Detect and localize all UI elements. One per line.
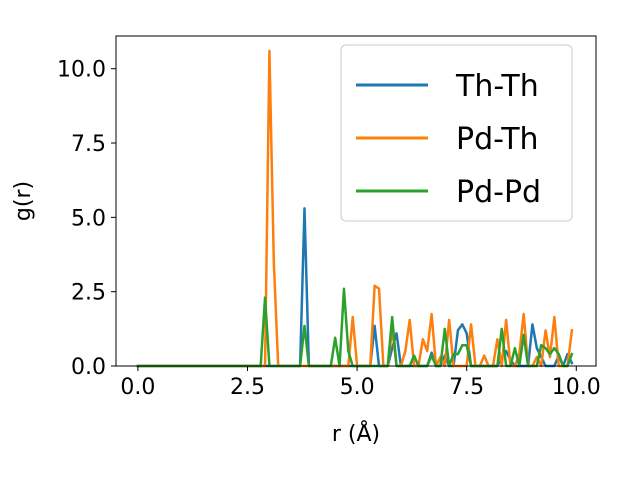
y-tick-label: 5.0	[71, 206, 106, 231]
legend: Th-Th Pd-Th Pd-Pd	[340, 44, 573, 222]
x-tick-label: 7.5	[449, 375, 484, 400]
x-axis: 0.0 2.5 5.0 7.5 10.0	[120, 366, 601, 400]
x-axis-title: r (Å)	[332, 420, 380, 447]
legend-label: Th-Th	[455, 69, 539, 104]
y-tick-label: 0.0	[71, 355, 106, 380]
x-tick-label: 5.0	[340, 375, 375, 400]
y-tick-label: 2.5	[71, 281, 106, 306]
x-tick-label: 0.0	[120, 375, 155, 400]
y-tick-label: 7.5	[71, 132, 106, 157]
legend-label: Pd-Th	[456, 122, 539, 157]
x-tick-label: 2.5	[230, 375, 265, 400]
legend-label: Pd-Pd	[456, 175, 541, 210]
x-tick-label: 10.0	[552, 375, 601, 400]
y-tick-label: 10.0	[57, 58, 106, 83]
axes-frame	[115, 35, 597, 367]
legend-box	[340, 44, 573, 222]
y-axis-title: g(r)	[11, 181, 36, 221]
y-axis: 0.0 2.5 5.0 7.5 10.0	[57, 58, 116, 380]
